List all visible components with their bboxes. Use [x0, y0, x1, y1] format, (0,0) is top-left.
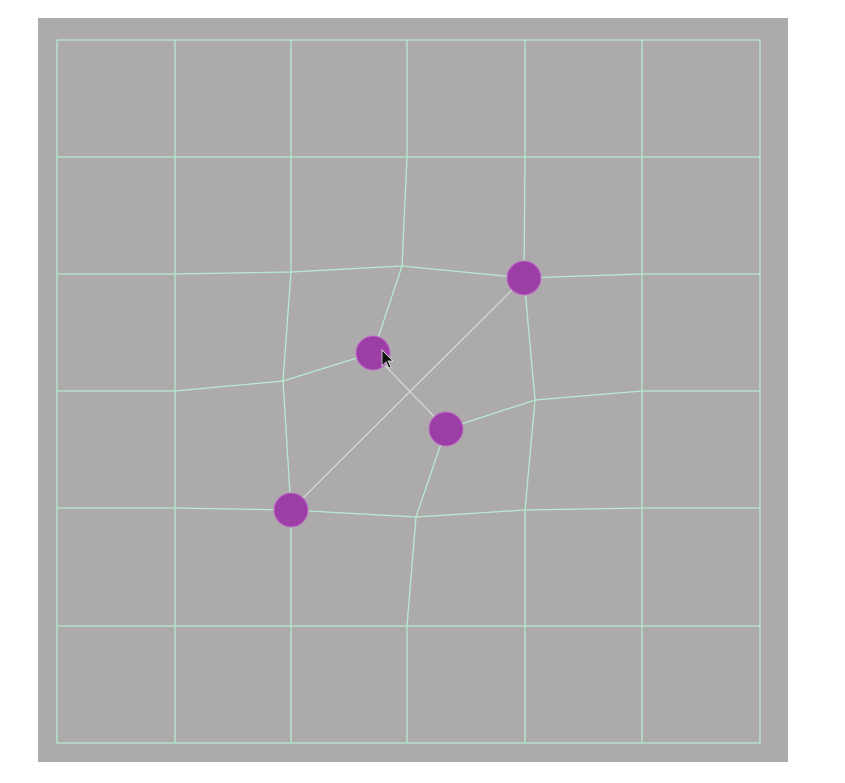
mesh-column-line: [372, 40, 408, 354]
mesh-column-line: [282, 40, 292, 743]
warp-handle[interactable]: [506, 260, 542, 296]
warp-mesh[interactable]: [38, 18, 788, 762]
mesh-row-line: [445, 390, 760, 430]
mesh-border: [56, 39, 761, 744]
mesh-row-line: [57, 265, 760, 279]
warp-canvas[interactable]: [38, 18, 788, 762]
warp-handle[interactable]: [428, 411, 464, 447]
warp-handle[interactable]: [273, 492, 309, 528]
cursor-arrow-icon: [381, 349, 394, 369]
mesh-column-line: [406, 428, 447, 743]
handle-link-line: [372, 352, 447, 430]
mesh-row-line: [57, 352, 374, 392]
warp-handle[interactable]: [355, 335, 391, 371]
mesh-row-line: [57, 507, 760, 518]
mesh-column-line: [523, 40, 536, 743]
handle-link-line: [290, 277, 525, 511]
